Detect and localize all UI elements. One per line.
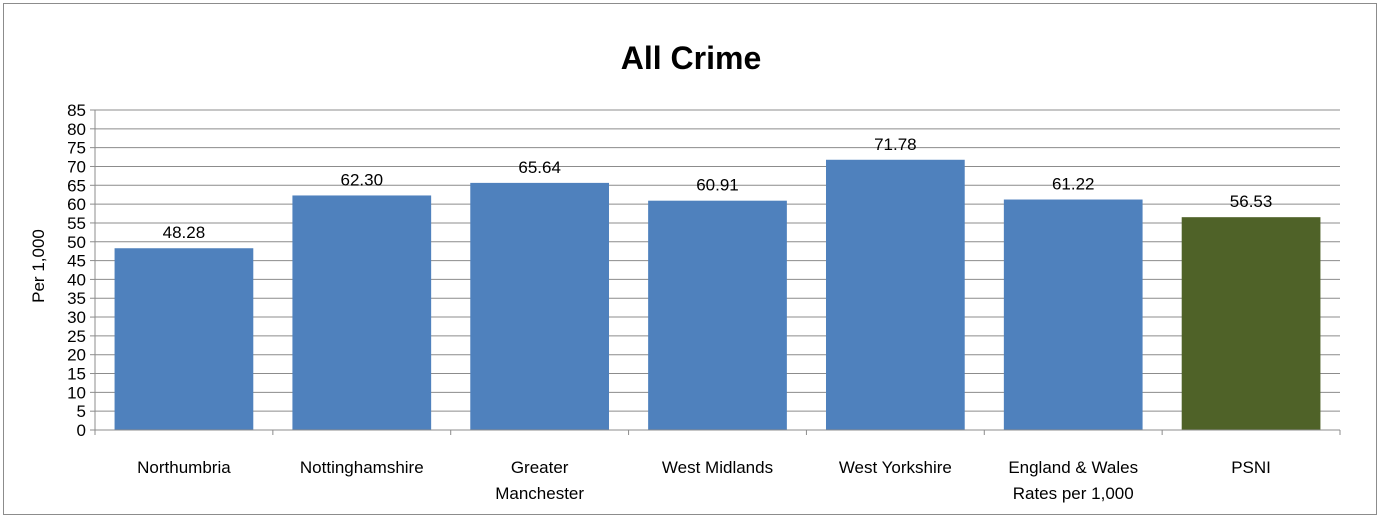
y-tick-label: 40	[67, 270, 86, 289]
y-tick-label: 75	[67, 139, 86, 158]
bar	[114, 248, 254, 430]
y-tick-label: 10	[67, 383, 86, 402]
y-tick-label: 15	[67, 365, 86, 384]
bar	[470, 182, 610, 430]
data-label: 56.53	[1230, 192, 1273, 211]
y-tick-label: 0	[77, 421, 86, 440]
y-tick-label: 80	[67, 120, 86, 139]
bar	[292, 195, 432, 430]
data-label: 71.78	[874, 135, 917, 154]
x-axis-categories: Northumbria Nottinghamshire Greater Manches…	[94, 430, 1341, 503]
bar	[825, 159, 965, 430]
data-labels: 48.28 62.30 65.64 60.91 71.78 61.22 56.53	[163, 135, 1273, 242]
y-tick-label: 30	[67, 308, 86, 327]
y-axis-title: Per 1,000	[29, 229, 48, 303]
y-tick-label: 85	[67, 101, 86, 120]
data-label: 48.28	[163, 223, 206, 242]
x-category-label: Northumbria	[137, 458, 231, 477]
y-tick-label: 65	[67, 176, 86, 195]
x-category-label: Greater	[511, 458, 569, 477]
data-label: 62.30	[341, 170, 384, 189]
chart-title: All Crime	[621, 40, 761, 76]
y-tick-label: 45	[67, 252, 86, 271]
x-category-label: Manchester	[495, 484, 584, 503]
y-tick-label: 70	[67, 157, 86, 176]
data-label: 60.91	[696, 176, 739, 195]
bar-chart: All Crime Per 1,000 05101520253035404550…	[29, 40, 1341, 503]
x-category-label: PSNI	[1231, 458, 1271, 477]
x-category-label: West Yorkshire	[839, 458, 952, 477]
x-category-label: Nottinghamshire	[300, 458, 424, 477]
y-tick-label: 5	[77, 402, 86, 421]
y-tick-label: 50	[67, 233, 86, 252]
data-label: 61.22	[1052, 175, 1095, 194]
y-tick-label: 60	[67, 195, 86, 214]
axes	[94, 110, 1340, 431]
x-category-label: England & Wales	[1008, 458, 1138, 477]
bars	[114, 159, 1321, 430]
bar	[1003, 199, 1143, 430]
data-label: 65.64	[518, 158, 561, 177]
bar	[1181, 217, 1321, 430]
y-tick-label: 55	[67, 214, 86, 233]
y-tick-label: 20	[67, 346, 86, 365]
x-category-label: West Midlands	[662, 458, 773, 477]
x-category-label: Rates per 1,000	[1013, 484, 1134, 503]
chart-frame: All Crime Per 1,000 0 5 10 15 20 25 30 35 40 45 50…	[3, 3, 1377, 515]
y-tick-label: 25	[67, 327, 86, 346]
y-tick-label: 35	[67, 289, 86, 308]
bar	[648, 200, 787, 430]
